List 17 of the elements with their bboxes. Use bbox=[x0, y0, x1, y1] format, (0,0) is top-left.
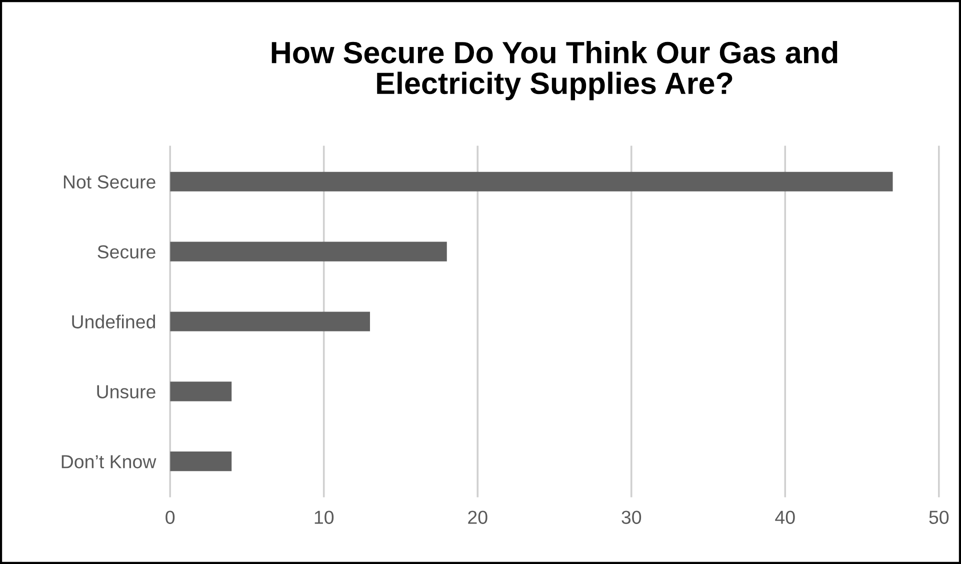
y-tick-label: Don’t Know bbox=[62, 455, 156, 468]
y-tick-label: Secure bbox=[98, 245, 156, 259]
bar bbox=[170, 242, 447, 262]
bar bbox=[170, 312, 370, 332]
bar bbox=[170, 452, 232, 472]
y-tick-label: Undefined bbox=[72, 314, 156, 328]
x-tick-label: 40 bbox=[775, 510, 795, 524]
x-tick-label: 50 bbox=[929, 510, 949, 524]
bar bbox=[170, 382, 232, 402]
bar bbox=[170, 172, 893, 192]
chart-title: How Secure Do You Think Our Gas and Electricity Supplies Are? bbox=[272, 41, 838, 100]
x-tick-label: 20 bbox=[468, 510, 488, 524]
x-tick-label: 30 bbox=[622, 510, 642, 524]
x-tick-label: 10 bbox=[314, 510, 334, 524]
y-tick-label: Not Secure bbox=[64, 175, 156, 189]
y-tick-label: Unsure bbox=[97, 385, 156, 398]
x-tick-label: 0 bbox=[166, 510, 175, 524]
